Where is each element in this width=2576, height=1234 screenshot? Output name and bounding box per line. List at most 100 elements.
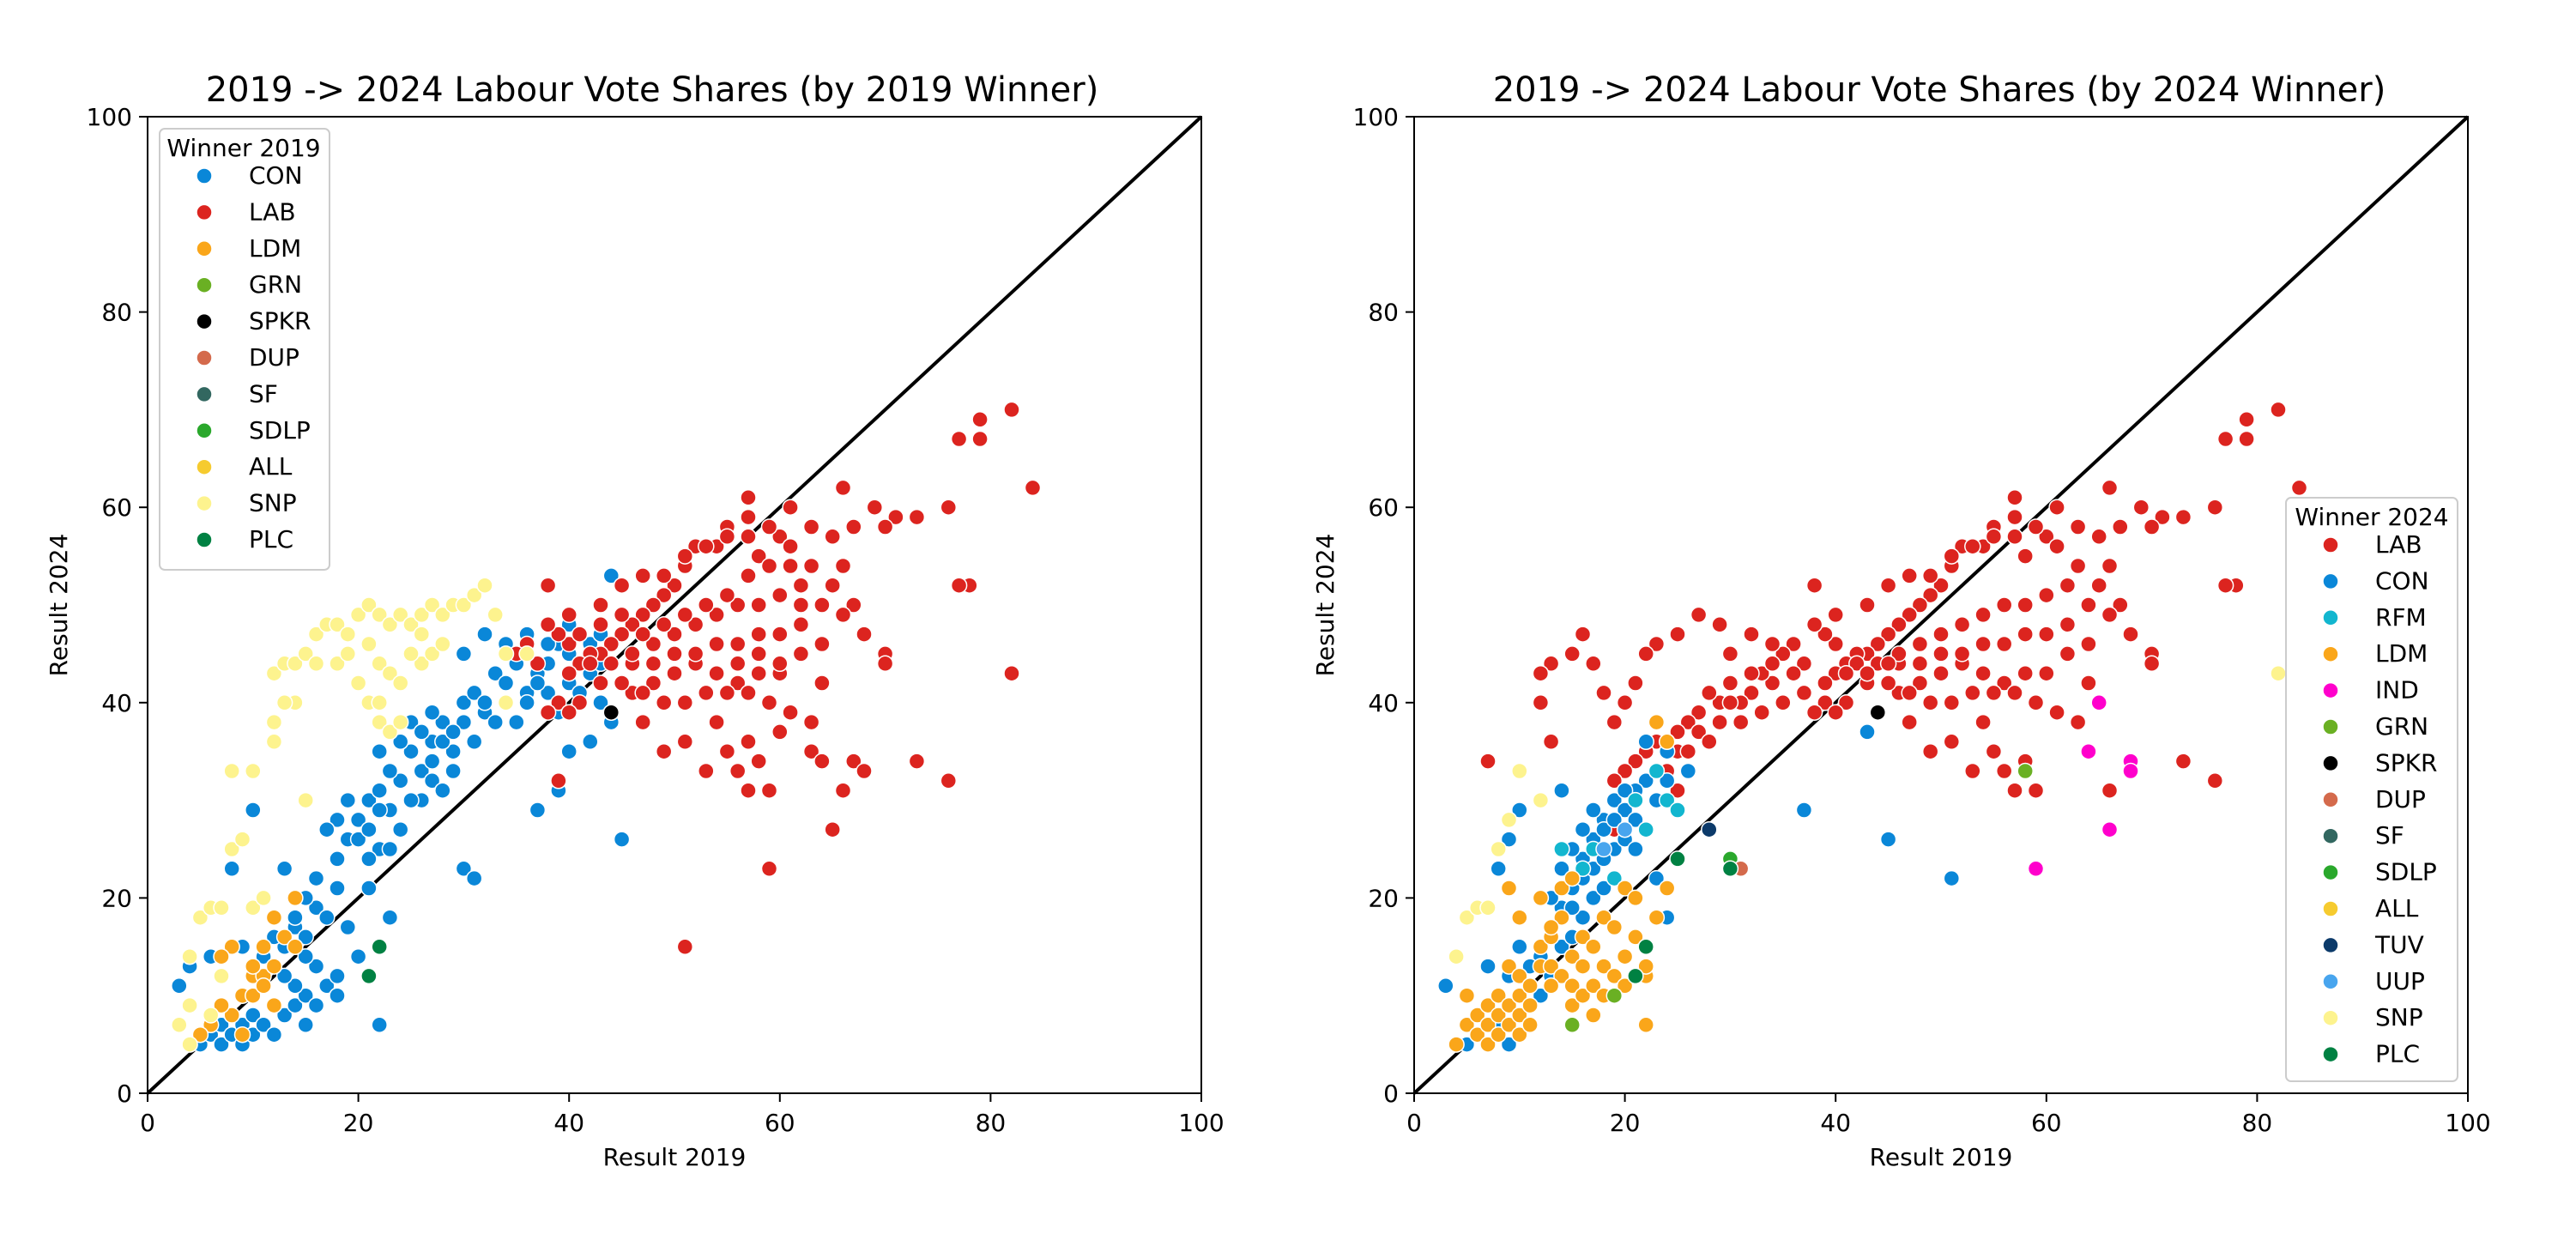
chart-left-point-lab — [750, 645, 767, 662]
chart-left-point-snp — [265, 713, 283, 731]
chart-left-point-lab — [560, 606, 577, 624]
chart-right-point-ldm — [1553, 967, 1570, 985]
chart-left-x-ticks: 0 20 40 60 80 100 — [140, 1093, 1225, 1137]
chart-left-point-lab — [908, 508, 926, 526]
chart-right-point-ldm — [1532, 889, 1550, 907]
chart-left-point-lab — [698, 596, 715, 614]
chart-right-point-ldm — [1490, 1007, 1507, 1024]
chart-right-legend: Winner 2024 LAB CON RFM LDM IND GRN SPKR DUP SF S… — [2285, 497, 2458, 1082]
chart-right-point-lab — [2080, 635, 2097, 653]
chart-right-point-ldm — [1479, 1036, 1497, 1053]
chart-right-legend-marker-plc — [2322, 1045, 2339, 1063]
chart-right-point-rfm — [1605, 869, 1624, 887]
chart-right-point-lab — [1616, 762, 1634, 780]
chart-right-point-ldm — [1627, 929, 1644, 946]
chart-right-point-lab — [1605, 772, 1624, 789]
chart-left-point-con — [465, 684, 483, 702]
chart-left-point-lab — [708, 606, 725, 624]
chart-left-point-lab — [708, 664, 725, 682]
chart-right-legend-label-ldm: LDM — [2375, 639, 2428, 668]
chart-right-point-ldm — [1616, 947, 1634, 965]
chart-right-legend-marker-snp — [2322, 1009, 2339, 1026]
chart-right-point-lab — [1932, 664, 1950, 682]
chart-left-point-con — [297, 1016, 314, 1034]
chart-right-point-ind — [2090, 694, 2107, 711]
chart-left-point-lab — [698, 684, 715, 702]
chart-left-point-lab — [950, 577, 968, 594]
chart-right-point-lab — [2017, 626, 2034, 643]
chart-left-point-lab — [824, 820, 841, 838]
chart-right-point-ldm — [1542, 918, 1560, 936]
chart-right-y-tick-label: 60 — [1368, 493, 1399, 522]
chart-left-point-con — [245, 1007, 262, 1024]
chart-right-point-lab — [2069, 518, 2087, 535]
chart-left-point-lab — [802, 713, 820, 731]
chart-right-legend-label-grn: GRN — [2375, 712, 2428, 741]
chart-right-point-con — [1605, 791, 1624, 809]
chart-left-point-con — [476, 626, 493, 643]
chart-left-point-con — [529, 674, 547, 692]
chart-left-point-con — [329, 987, 346, 1004]
chart-left-legend-label-sdlp: SDLP — [249, 416, 311, 445]
chart-right-point-ldm — [1574, 929, 1592, 946]
chart-right-legend-label-uup: UUP — [2375, 967, 2425, 995]
chart-right-point-con — [1574, 909, 1592, 926]
chart-right-point-lab — [1711, 713, 1728, 731]
chart-left-point-snp — [476, 577, 493, 594]
chart-right-legend-marker-lab — [2322, 536, 2339, 553]
chart-left-point-con — [318, 977, 336, 995]
chart-left-legend-marker-snp — [196, 494, 213, 512]
chart-left-diagonal — [146, 115, 1203, 1095]
chart-left-point-con — [287, 977, 304, 995]
chart-left-y-tick-label: 20 — [101, 884, 132, 912]
chart-left-point-lab — [760, 782, 778, 799]
chart-right-point-lab — [1542, 733, 1560, 751]
chart-left-point-con — [444, 762, 462, 780]
chart-right-point-con — [1511, 938, 1528, 956]
chart-right-point-tuv — [1701, 820, 1718, 838]
chart-left-x-tick-label: 20 — [343, 1109, 374, 1137]
chart-left-point-ldm — [233, 1025, 251, 1043]
chart-left-point-lab — [940, 499, 958, 516]
chart-right-x-tick-label: 80 — [2242, 1109, 2273, 1137]
chart-right-point-uup — [1595, 840, 1612, 858]
chart-right-point-ldm — [1627, 889, 1644, 907]
chart-right-point-lab — [1805, 704, 1823, 721]
chart-right-point-con — [1679, 762, 1697, 780]
chart-left-point-con — [381, 762, 399, 780]
chart-right-point-lab — [1669, 723, 1686, 741]
chart-left-point-snp — [339, 645, 357, 662]
chart-left-point-con — [307, 996, 325, 1014]
chart-right-point-snp — [2270, 664, 2287, 682]
chart-left-point-lab — [834, 479, 852, 497]
chart-right-point-lab — [2069, 713, 2087, 731]
chart-left-point-con — [265, 1025, 283, 1043]
chart-left-point-lab — [856, 762, 873, 780]
chart-left-point-lab — [613, 626, 631, 643]
chart-left-point-snp — [245, 899, 262, 916]
chart-right-point-lab — [1911, 635, 1929, 653]
chart-right-point-ldm — [1563, 947, 1581, 965]
chart-right-point-lab — [1985, 742, 2003, 760]
chart-left-point-lab — [666, 577, 683, 594]
chart-right-point-lab — [2143, 655, 2161, 673]
chart-right-point-lab — [2122, 626, 2139, 643]
chart-left-point-lab — [729, 762, 747, 780]
chart-left-point-lab — [592, 596, 609, 614]
chart-left-legend-label-all: ALL — [249, 452, 293, 481]
chart-left-point-snp — [297, 645, 314, 662]
chart-left-point-lab — [560, 704, 577, 721]
chart-right-point-lab — [1721, 694, 1739, 711]
chart-right-point-lab — [1574, 626, 1592, 643]
chart-right-point-lab — [1943, 694, 1961, 711]
chart-left-y-tick-label: 60 — [101, 493, 132, 522]
chart-left-point-lab — [866, 499, 884, 516]
chart-left-legend-entries: CON LAB LDM GRN SPKR DUP SF SDLP ALL SNP PLC — [196, 161, 311, 553]
chart-left-point-lab — [771, 528, 789, 546]
chart-right-point-plc — [1669, 850, 1686, 868]
chart-left-point-snp — [297, 791, 314, 809]
chart-right-point-con — [1795, 801, 1813, 819]
chart-right-point-con — [1500, 1036, 1518, 1053]
chart-right-point-con — [1479, 958, 1497, 975]
chart-right-point-ldm — [1458, 987, 1476, 1004]
